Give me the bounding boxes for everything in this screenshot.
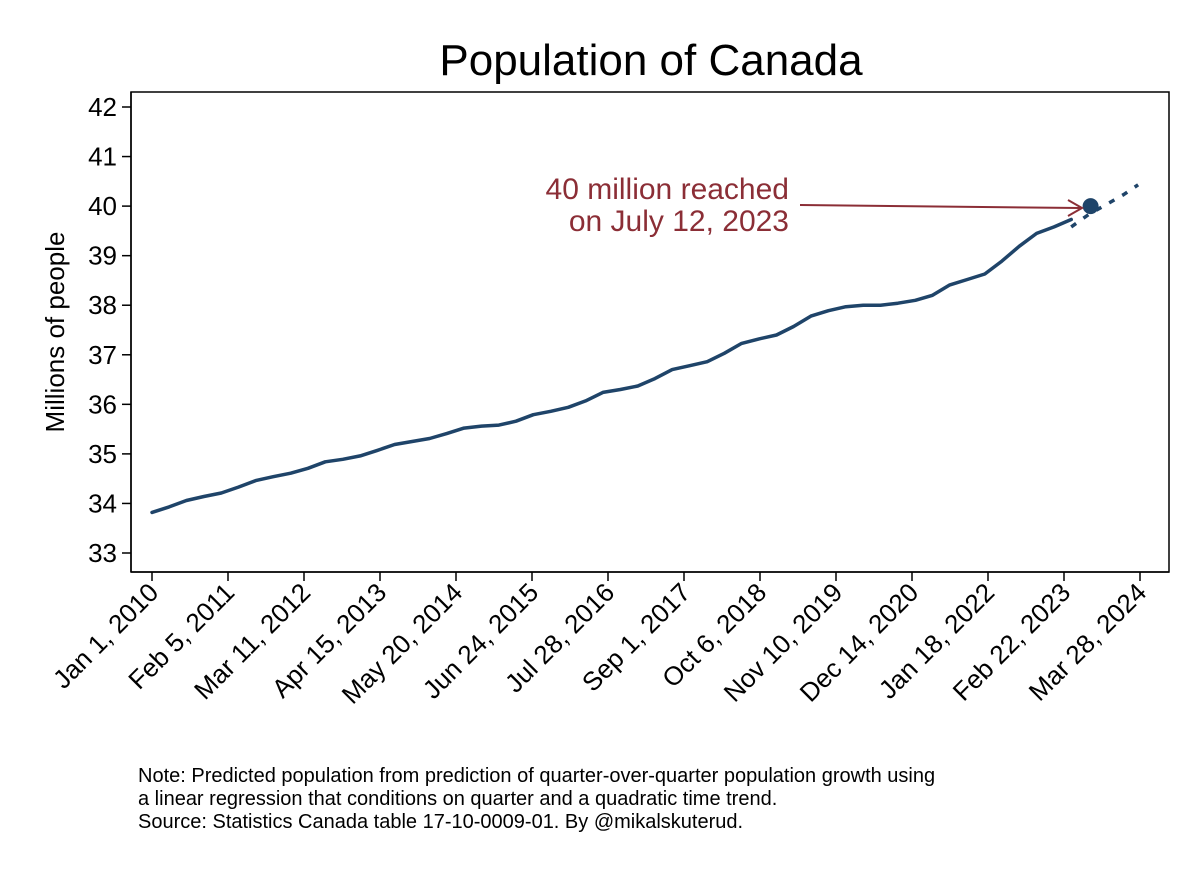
y-tick-label: 35 [88, 439, 117, 469]
annotation: 40 million reached on July 12, 2023 [546, 173, 1085, 238]
footnote-line-3: Source: Statistics Canada table 17-10-00… [138, 811, 744, 833]
actual-series-line [150, 217, 1073, 515]
y-tick-label: 41 [88, 142, 117, 172]
chart-title: Population of Canada [439, 36, 863, 85]
predicted-series-line [1070, 183, 1140, 229]
y-tick-label: 38 [88, 290, 117, 320]
plot-frame [130, 91, 1170, 573]
y-tick-label: 40 [88, 191, 117, 221]
annotation-arrow [799, 204, 1081, 209]
y-axis-label: Millions of people [40, 232, 70, 433]
series-layer [150, 183, 1140, 515]
y-tick-label: 34 [88, 488, 117, 518]
y-ticks: 33 34 35 36 37 38 39 40 41 42 [88, 92, 131, 568]
y-tick-label: 36 [88, 389, 117, 419]
milestone-marker [1082, 198, 1099, 215]
annotation-line-2: on July 12, 2023 [569, 205, 789, 238]
y-tick-label: 42 [88, 92, 117, 122]
footnote: Note: Predicted population from predicti… [138, 765, 935, 834]
population-chart: Population of Canada Millions of people … [40, 36, 1170, 710]
footnote-line-2: a linear regression that conditions on q… [138, 788, 778, 810]
annotation-arrowhead [1067, 199, 1085, 217]
y-tick-label: 37 [88, 340, 117, 370]
y-tick-label: 33 [88, 538, 117, 568]
y-tick-label: 39 [88, 241, 117, 271]
annotation-line-1: 40 million reached [546, 173, 789, 206]
footnote-line-1: Note: Predicted population from predicti… [138, 765, 936, 787]
